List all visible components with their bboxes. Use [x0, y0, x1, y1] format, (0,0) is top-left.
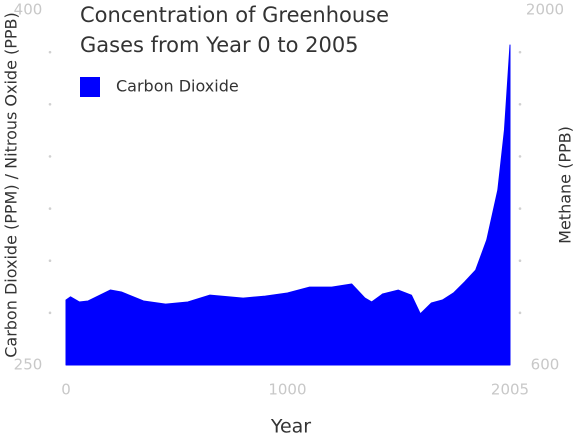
area	[65, 44, 511, 366]
legend-label: Carbon Dioxide	[116, 77, 239, 96]
grid-dot	[48, 311, 52, 315]
y-tick-label: 250	[14, 356, 43, 374]
x-tick-label: 2005	[491, 381, 529, 399]
x-tick-label: 1000	[268, 381, 306, 399]
grid-dot	[518, 155, 522, 158]
chart-title: Concentration of Greenhouse Gases from Y…	[80, 3, 390, 57]
grid-dot	[48, 207, 52, 210]
legend-swatch	[80, 77, 100, 97]
grid-dot	[518, 259, 522, 263]
grid-dot	[48, 50, 52, 54]
x-tick-label: 0	[61, 381, 71, 399]
grid-dot	[518, 207, 522, 210]
y-tick-label: 400	[14, 1, 43, 19]
y2-tick-label: 600	[531, 356, 560, 374]
grid-dot	[48, 155, 52, 158]
grid-dot	[48, 259, 52, 263]
y2-tick-label: 2000	[526, 1, 564, 19]
grid-dot	[518, 311, 522, 315]
grid-dot	[518, 102, 522, 106]
y-axis-label: Carbon Dioxide (PPM) / Nitrous Oxide (PP…	[2, 12, 21, 358]
grid-dot	[518, 50, 522, 54]
grid-dot	[48, 102, 52, 106]
y2-axis-label: Methane (PPB)	[556, 126, 575, 244]
x-axis-label: Year	[270, 416, 311, 435]
